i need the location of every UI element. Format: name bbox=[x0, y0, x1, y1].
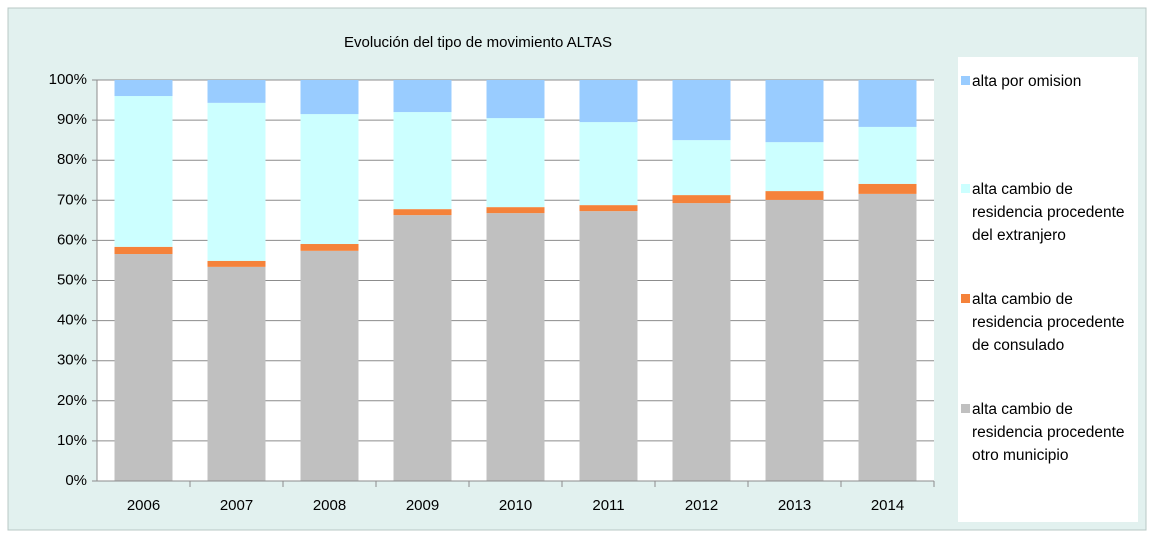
y-tick-label: 80% bbox=[57, 151, 87, 168]
legend-label: alta cambio de residencia procedente del… bbox=[972, 181, 1125, 244]
x-tick-label: 2014 bbox=[871, 497, 904, 514]
bar-segment bbox=[486, 213, 545, 481]
legend-swatch bbox=[961, 76, 970, 85]
bar-segment bbox=[579, 211, 638, 481]
y-tick-label: 40% bbox=[57, 312, 87, 329]
bar-segment bbox=[114, 80, 173, 97]
bar-segment bbox=[486, 207, 545, 214]
legend-label: alta cambio de residencia procedente de … bbox=[972, 291, 1125, 354]
legend-item: alta cambio de residencia procedente de … bbox=[961, 288, 1132, 357]
bar-segment bbox=[672, 203, 731, 481]
legend-swatch bbox=[961, 184, 970, 193]
bar-segment bbox=[765, 142, 824, 192]
x-tick-label: 2012 bbox=[685, 497, 718, 514]
y-tick-label: 60% bbox=[57, 231, 87, 248]
legend-item: alta por omision bbox=[961, 70, 1132, 93]
x-tick-label: 2007 bbox=[220, 497, 253, 514]
y-tick-label: 50% bbox=[57, 271, 87, 288]
bar-segment bbox=[393, 112, 452, 210]
bar-segment bbox=[300, 244, 359, 251]
y-tick-label: 90% bbox=[57, 111, 87, 128]
bar-segment bbox=[486, 118, 545, 208]
legend-swatch bbox=[961, 294, 970, 303]
bar-segment bbox=[393, 215, 452, 481]
bar-segment bbox=[579, 205, 638, 212]
bar-segment bbox=[579, 80, 638, 123]
bar-segment bbox=[858, 193, 917, 481]
bar-segment bbox=[300, 250, 359, 481]
bar-segment bbox=[393, 80, 452, 113]
x-tick-label: 2008 bbox=[313, 497, 346, 514]
legend-item: alta cambio de residencia procedente del… bbox=[961, 178, 1132, 247]
bar-segment bbox=[672, 80, 731, 141]
y-tick-label: 100% bbox=[49, 71, 87, 88]
y-tick-label: 0% bbox=[65, 472, 87, 489]
chart-title: Evolución del tipo de movimiento ALTAS bbox=[344, 34, 612, 51]
bar-segment bbox=[207, 102, 266, 261]
y-tick-label: 10% bbox=[57, 432, 87, 449]
bar-segment bbox=[207, 260, 266, 267]
legend-item: alta cambio de residencia procedente otr… bbox=[961, 398, 1132, 467]
bar-segment bbox=[207, 266, 266, 481]
x-tick-label: 2009 bbox=[406, 497, 439, 514]
x-tick-label: 2013 bbox=[778, 497, 811, 514]
bar-segment bbox=[207, 80, 266, 103]
y-tick-label: 70% bbox=[57, 191, 87, 208]
x-tick-label: 2010 bbox=[499, 497, 532, 514]
bar-segment bbox=[300, 80, 359, 115]
bar-segment bbox=[114, 254, 173, 481]
bar-segment bbox=[672, 195, 731, 204]
bar-segment bbox=[672, 140, 731, 196]
bar-segment bbox=[858, 80, 917, 127]
bar-segment bbox=[765, 80, 824, 143]
bar-segment bbox=[858, 183, 917, 194]
bar-segment bbox=[858, 126, 917, 184]
bar-segment bbox=[579, 122, 638, 206]
y-tick-label: 20% bbox=[57, 392, 87, 409]
bar-segment bbox=[300, 114, 359, 245]
legend-area bbox=[958, 57, 1138, 522]
x-tick-label: 2011 bbox=[592, 497, 624, 514]
legend-label: alta cambio de residencia procedente otr… bbox=[972, 401, 1125, 464]
bar-segment bbox=[486, 80, 545, 119]
bar-segment bbox=[114, 96, 173, 247]
bar-segment bbox=[114, 246, 173, 255]
bar-segment bbox=[765, 199, 824, 482]
bar-segment bbox=[765, 191, 824, 200]
legend-label: alta por omision bbox=[972, 73, 1082, 90]
bar-segment bbox=[393, 209, 452, 216]
x-tick-label: 2006 bbox=[127, 497, 160, 514]
legend-swatch bbox=[961, 404, 970, 413]
y-tick-label: 30% bbox=[57, 352, 87, 369]
